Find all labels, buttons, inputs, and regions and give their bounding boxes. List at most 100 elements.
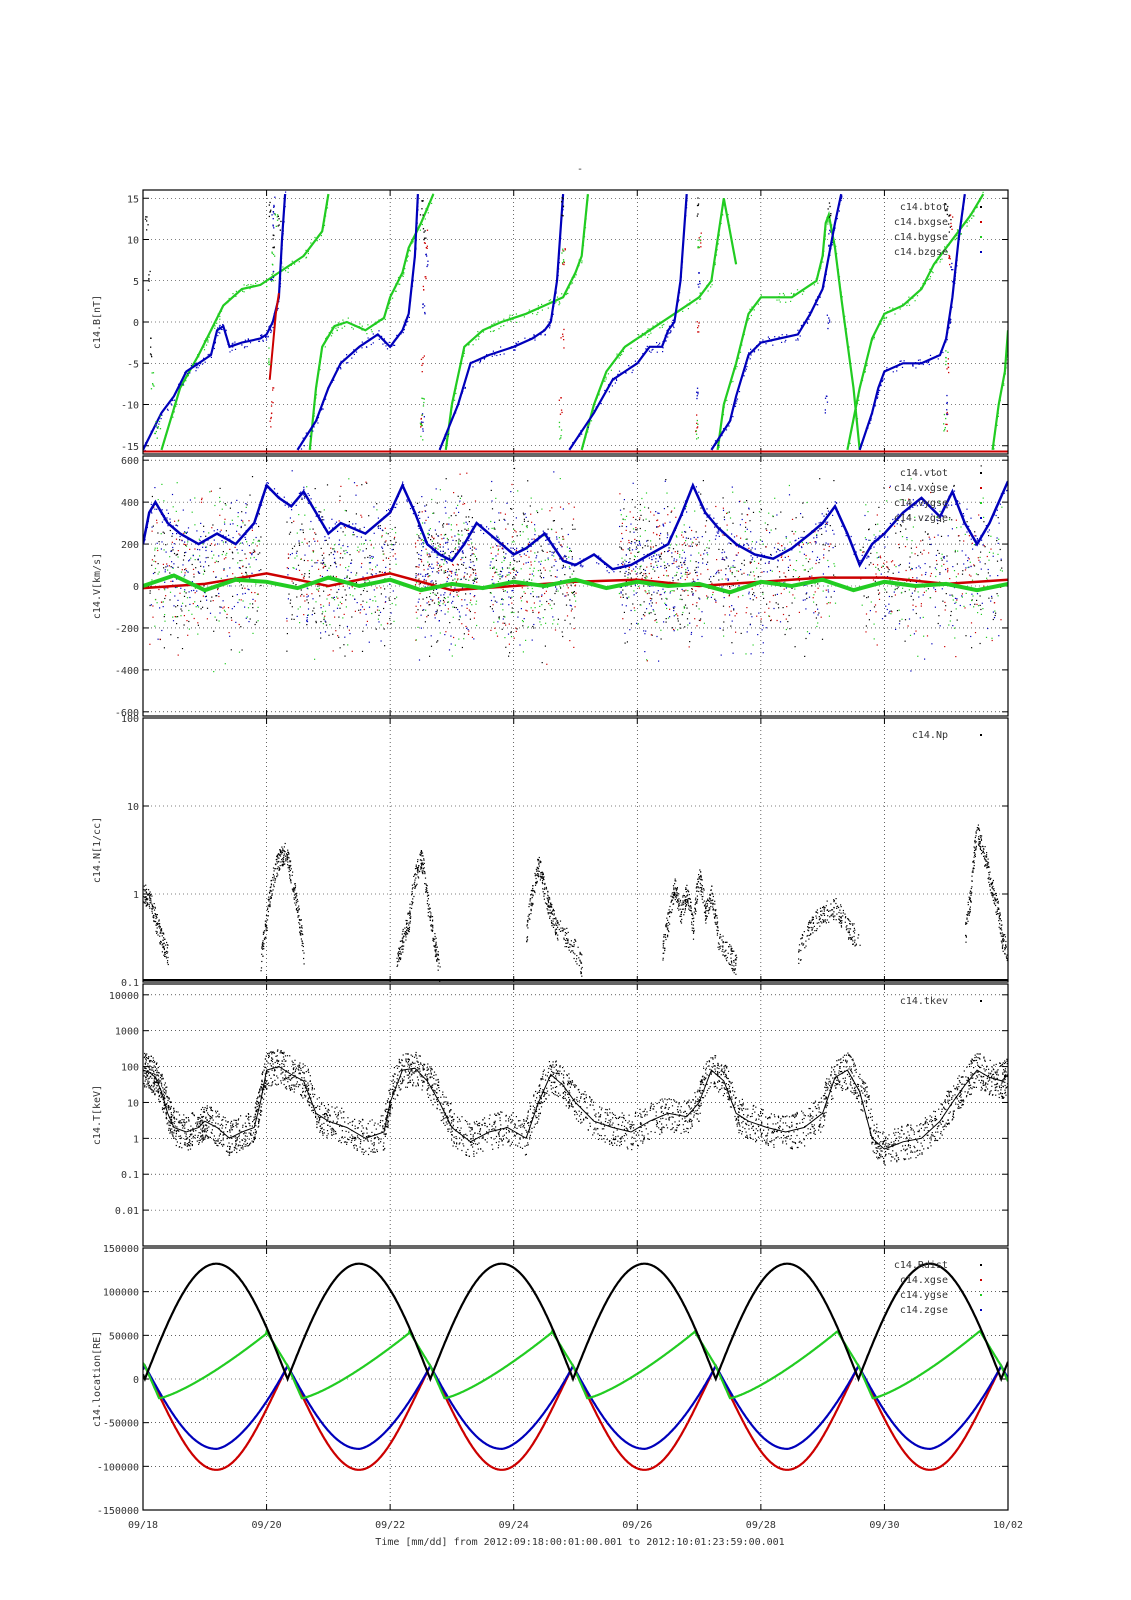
data-dot xyxy=(308,576,310,578)
series-bzgse-scatter-dot xyxy=(940,350,942,352)
series-bzgse-scatter-dot xyxy=(376,335,378,337)
data-dot xyxy=(675,574,677,576)
data-dot xyxy=(167,587,169,589)
data-dot xyxy=(949,263,951,266)
series-bzgse-scatter-dot xyxy=(956,259,958,261)
legend-marker xyxy=(980,236,982,238)
series-bzgse-scatter-dot xyxy=(554,302,556,304)
data-dot xyxy=(420,358,423,360)
data-dot xyxy=(788,569,790,571)
series-bygse-scatter-dot xyxy=(312,420,314,423)
series-bygse-scatter-dot xyxy=(717,243,719,245)
series-bzgse-scatter-dot xyxy=(514,349,516,351)
data-dot xyxy=(422,522,424,524)
data-dot xyxy=(565,604,568,606)
series-bygse-scatter-dot xyxy=(827,219,829,221)
series-bzgse-scatter-dot xyxy=(213,347,215,350)
data-dot xyxy=(696,575,698,577)
data-dot xyxy=(686,607,688,609)
data-dot xyxy=(181,569,183,571)
data-dot xyxy=(332,650,334,652)
data-dot xyxy=(177,605,179,607)
data-dot xyxy=(639,517,641,519)
data-dot xyxy=(562,557,564,559)
data-dot xyxy=(363,587,365,590)
data-dot xyxy=(442,599,445,601)
data-dot xyxy=(361,516,363,518)
data-dot xyxy=(233,605,235,608)
data-dot xyxy=(495,497,497,499)
data-dot xyxy=(150,388,153,390)
data-dot xyxy=(873,638,875,640)
series-bzgse-scatter-dot xyxy=(817,304,819,306)
data-dot xyxy=(346,577,348,579)
data-dot xyxy=(175,510,177,512)
series-bygse-scatter-dot xyxy=(928,274,930,276)
series-bzgse-scatter-dot xyxy=(886,367,888,369)
data-dot xyxy=(965,592,967,594)
data-dot xyxy=(465,556,467,558)
series-bzgse-scatter-dot xyxy=(734,399,736,401)
data-dot xyxy=(458,590,460,593)
series-bygse-scatter-dot xyxy=(610,369,612,371)
series-bygse-scatter-dot xyxy=(997,407,999,409)
series-bygse-scatter-dot xyxy=(714,264,716,266)
series-bzgse-scatter-dot xyxy=(160,418,162,420)
data-dot xyxy=(513,569,515,571)
series-bzgse-scatter-dot xyxy=(918,363,920,365)
data-dot xyxy=(152,383,154,385)
data-dot xyxy=(789,564,791,566)
data-dot xyxy=(621,557,623,559)
data-dot xyxy=(666,607,668,610)
data-dot xyxy=(451,536,453,538)
panels: 151050-5-10-15c14.B[nT]c14.btotc14.bxgse… xyxy=(92,189,1009,1517)
data-dot xyxy=(759,500,761,503)
series-bygse-scatter-dot xyxy=(830,227,832,229)
data-dot xyxy=(630,552,632,554)
data-dot xyxy=(450,524,452,526)
data-dot xyxy=(939,510,941,512)
panel-1: 151050-5-10-15c14.B[nT]c14.btotc14.bxgse… xyxy=(92,189,1009,455)
data-dot xyxy=(510,636,513,638)
data-dot xyxy=(516,628,518,630)
data-dot xyxy=(915,605,917,608)
data-dot xyxy=(200,608,202,610)
series-bygse-scatter-dot xyxy=(680,308,682,310)
data-dot xyxy=(195,606,197,608)
series-bygse-scatter-dot xyxy=(475,339,477,341)
data-dot xyxy=(646,566,648,568)
data-dot xyxy=(156,522,158,524)
data-dot xyxy=(476,581,478,583)
data-dot xyxy=(509,572,512,574)
data-dot xyxy=(321,613,323,615)
data-dot xyxy=(911,568,913,570)
data-dot xyxy=(447,541,449,543)
data-dot xyxy=(258,539,260,541)
data-dot xyxy=(865,504,867,506)
data-dot xyxy=(682,590,684,592)
data-dot xyxy=(879,555,881,557)
data-dot xyxy=(315,533,317,535)
data-dot xyxy=(898,547,900,549)
data-dot xyxy=(177,566,179,568)
data-dot xyxy=(885,605,887,607)
data-dot xyxy=(182,602,184,604)
data-dot xyxy=(326,569,328,572)
data-dot xyxy=(977,612,979,614)
data-dot xyxy=(268,215,270,218)
data-dot xyxy=(952,566,954,568)
data-dot xyxy=(219,606,221,608)
data-dot xyxy=(815,617,817,619)
data-dot xyxy=(161,521,163,523)
series-bygse-scatter-dot xyxy=(498,328,500,330)
data-dot xyxy=(638,587,640,589)
series-bzgse-scatter-dot xyxy=(831,244,833,246)
series-bzgse-scatter-dot xyxy=(954,275,956,277)
series-bygse-scatter-dot xyxy=(398,283,400,285)
data-dot xyxy=(919,617,921,619)
series-bygse-scatter-dot xyxy=(510,320,512,322)
data-dot xyxy=(563,347,565,349)
data-dot xyxy=(169,572,171,574)
data-dot xyxy=(430,539,432,541)
series-bygse-scatter-dot xyxy=(256,280,258,282)
